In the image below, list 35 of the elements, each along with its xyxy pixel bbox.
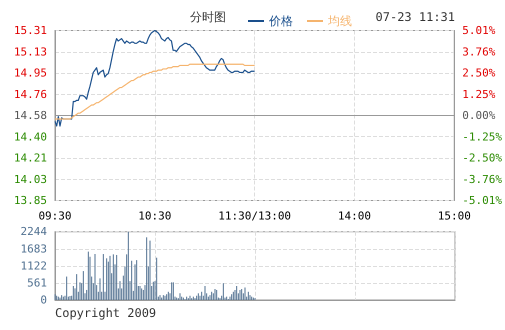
y2-tick-label: 2.50%: [462, 66, 496, 80]
y-tick-label: 0: [40, 294, 47, 306]
y2-tick-label: 3.76%: [462, 45, 496, 58]
text: 07-23 11:31: [376, 10, 456, 24]
y-tick-label: 13.85: [14, 194, 47, 207]
y-tick-label: 561: [27, 276, 47, 290]
y-tick-label: 15.13: [14, 45, 47, 58]
y2-tick-label: -5.01%: [462, 194, 502, 207]
x-tick-label: 10:30: [138, 210, 172, 222]
text: Copyright 2009: [55, 306, 156, 320]
y-tick-label: 14.03: [14, 172, 47, 186]
y2-tick-label: -1.25%: [462, 130, 502, 144]
y-tick-label: 14.21: [14, 152, 47, 164]
y2-tick-label: 5.01%: [462, 24, 496, 37]
y-tick-label: 2244: [20, 225, 48, 238]
y2-tick-label: -2.50%: [462, 152, 502, 164]
line-series: [54, 64, 256, 120]
legend-label: 价格: [268, 14, 293, 28]
y-tick-label: 14.40: [14, 130, 47, 144]
y-tick-label: 1683: [20, 242, 47, 256]
y2-tick-label: 0.00%: [462, 109, 496, 122]
y-tick-label: 15.31: [14, 24, 47, 37]
x-tick-label: 11:30/13:00: [218, 210, 292, 222]
chart-title: 分时图: [190, 10, 226, 24]
line-series: [54, 30, 256, 127]
y-tick-label: 14.58: [14, 109, 47, 122]
x-tick-label: 14:00: [338, 210, 372, 222]
x-tick-label: 15:00: [438, 210, 471, 222]
y-tick-label: 1122: [20, 259, 47, 272]
y2-tick-label: 1.25%: [462, 88, 496, 101]
y-tick-label: 14.95: [14, 66, 47, 80]
legend-label: 均线: [327, 14, 352, 28]
x-tick-label: 09:30: [38, 210, 72, 222]
y-tick-label: 14.76: [14, 88, 47, 101]
y2-tick-label: -3.76%: [462, 172, 502, 186]
